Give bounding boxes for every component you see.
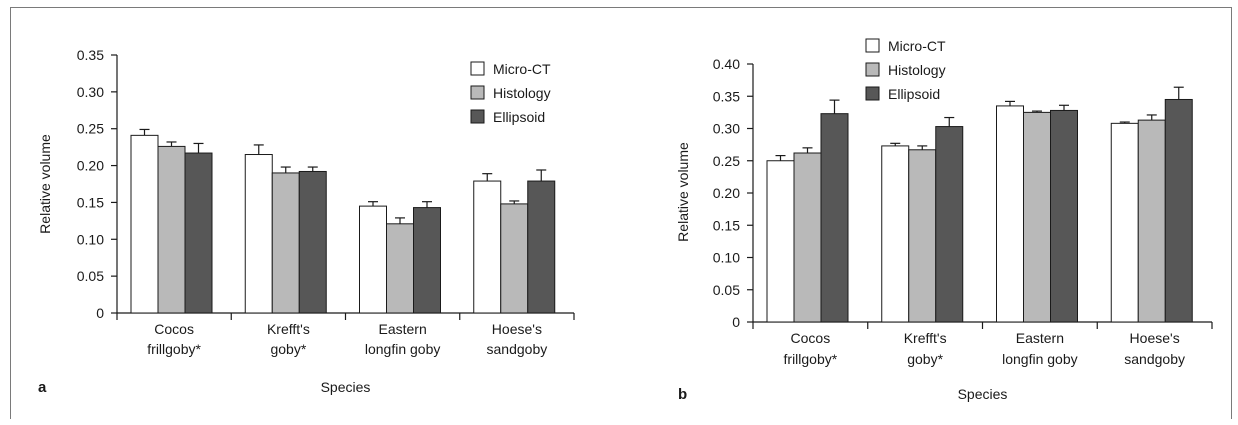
bar xyxy=(793,152,822,323)
y-tick-label: 0.30 xyxy=(713,121,740,137)
bar xyxy=(359,205,387,314)
legend-label: Histology xyxy=(888,62,946,78)
x-tick-label: frillgoby* xyxy=(784,351,838,367)
x-axis-label: Species xyxy=(958,386,1008,402)
bar xyxy=(500,203,529,314)
bar xyxy=(820,113,849,323)
bar xyxy=(1050,109,1078,323)
y-tick-label: 0 xyxy=(732,314,740,330)
bar xyxy=(244,154,273,314)
legend-swatch xyxy=(470,61,485,76)
panel-a: 0 0.05 0.10 0.15 0.20 0.25 0.30 0.35 Cocos frillg… xyxy=(37,47,575,396)
legend-swatch xyxy=(470,109,485,124)
bar xyxy=(413,207,441,314)
bar xyxy=(996,105,1024,323)
x-tick-label: Eastern xyxy=(1016,330,1064,346)
y-tick-label: 0.30 xyxy=(77,84,104,100)
figure-frame xyxy=(10,7,1232,419)
panel-letter: b xyxy=(678,386,687,403)
y-tick-label: 0.20 xyxy=(713,185,740,201)
y-tick-label: 0.10 xyxy=(77,231,104,247)
x-tick-label: sandgoby xyxy=(1124,351,1185,367)
y-tick-label: 0.35 xyxy=(77,47,104,63)
bar xyxy=(935,126,964,323)
y-tick-label: 0 xyxy=(96,305,104,321)
bar xyxy=(766,160,795,323)
bar xyxy=(1023,111,1051,323)
bar xyxy=(1110,122,1139,323)
bar xyxy=(881,145,910,323)
bar xyxy=(298,170,327,314)
y-tick-label: 0.25 xyxy=(77,121,104,137)
legend-swatch xyxy=(470,85,485,100)
bar xyxy=(386,223,414,314)
x-axis-label: Species xyxy=(321,379,371,395)
y-tick-label: 0.10 xyxy=(713,250,740,266)
bar xyxy=(184,152,213,314)
y-axis-label: Relative volume xyxy=(37,134,53,234)
x-tick-label: Hoese's xyxy=(492,321,542,337)
bar xyxy=(908,149,937,323)
legend-label: Histology xyxy=(493,85,551,101)
bar xyxy=(473,180,502,314)
x-tick-label: Eastern xyxy=(379,321,427,337)
legend-label: Micro-CT xyxy=(493,61,551,77)
y-tick-label: 0.15 xyxy=(713,217,740,233)
legend-swatch xyxy=(865,62,880,77)
x-tick-label: Cocos xyxy=(154,321,194,337)
bar xyxy=(527,180,556,314)
bar xyxy=(130,134,159,314)
x-tick-label: Krefft's xyxy=(904,330,947,346)
x-tick-label: longfin goby xyxy=(365,341,441,357)
x-tick-label: sandgoby xyxy=(487,341,548,357)
x-tick-label: frillgoby* xyxy=(147,341,201,357)
x-tick-label: Cocos xyxy=(791,330,831,346)
legend-label: Ellipsoid xyxy=(888,86,940,102)
x-tick-label: Krefft's xyxy=(267,321,310,337)
legend: Micro-CT Histology Ellipsoid xyxy=(865,38,946,102)
bar xyxy=(271,172,300,314)
x-tick-label: Hoese's xyxy=(1130,330,1180,346)
y-tick-label: 0.40 xyxy=(713,56,740,72)
bar xyxy=(1137,119,1166,323)
y-axis-label: Relative volume xyxy=(675,142,691,242)
y-tick-label: 0.20 xyxy=(77,158,104,174)
legend-label: Ellipsoid xyxy=(493,109,545,125)
panel-letter: a xyxy=(38,379,47,396)
y-tick-label: 0.25 xyxy=(713,153,740,169)
panel-b: 0 0.05 0.10 0.15 0.20 0.25 0.30 0.35 0.40 Cocos fr… xyxy=(675,38,1213,403)
legend-swatch xyxy=(865,86,880,101)
x-tick-label: longfin goby xyxy=(1002,351,1078,367)
y-tick-label: 0.35 xyxy=(713,88,740,104)
y-tick-label: 0.15 xyxy=(77,194,104,210)
x-tick-label: goby* xyxy=(907,351,943,367)
legend-swatch xyxy=(865,38,880,53)
x-tick-label: goby* xyxy=(270,341,306,357)
bar xyxy=(1164,98,1193,323)
legend-label: Micro-CT xyxy=(888,38,946,54)
y-tick-label: 0.05 xyxy=(713,282,740,298)
y-tick-label: 0.05 xyxy=(77,268,104,284)
bar xyxy=(157,145,186,314)
legend: Micro-CT Histology Ellipsoid xyxy=(470,61,551,125)
